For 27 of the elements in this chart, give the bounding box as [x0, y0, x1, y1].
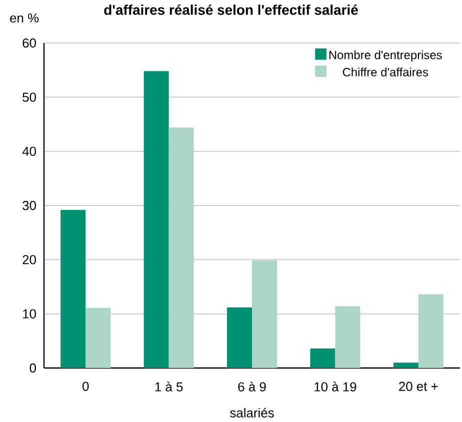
- x-tick-label: 20 et +: [399, 382, 438, 391]
- bar: [168, 128, 194, 368]
- chart-title: d'affaires réalisé selon l'effectif salarié: [104, 4, 358, 15]
- y-tick-label: 30: [22, 200, 36, 210]
- bar: [310, 348, 336, 368]
- y-tick-label: 0: [30, 363, 36, 373]
- bar: [60, 210, 86, 368]
- y-tick-label: 40: [22, 146, 36, 156]
- y-tick-label: 50: [22, 92, 36, 102]
- bar: [252, 260, 278, 368]
- x-tick-label: 10 à 19: [314, 382, 356, 392]
- bar: [144, 71, 169, 368]
- bar: [335, 306, 360, 368]
- x-tick-label: 6 à 9: [238, 382, 266, 392]
- bar: [418, 294, 444, 368]
- x-tick-label: 1 à 5: [155, 382, 183, 392]
- bar: [393, 362, 418, 368]
- y-tick-label: 10: [23, 309, 36, 318]
- bar: [227, 307, 252, 368]
- y-tick-label: 60: [22, 38, 36, 48]
- legend-label: Nombre d'entreprises: [329, 50, 442, 62]
- legend-label: Chiffre d'affaires: [342, 68, 428, 76]
- y-axis-title: en %: [10, 13, 39, 23]
- y-tick-label: 20: [22, 255, 36, 264]
- x-tick-label: 0: [82, 382, 89, 391]
- x-axis-title: salariés: [230, 408, 274, 418]
- bar: [86, 308, 111, 368]
